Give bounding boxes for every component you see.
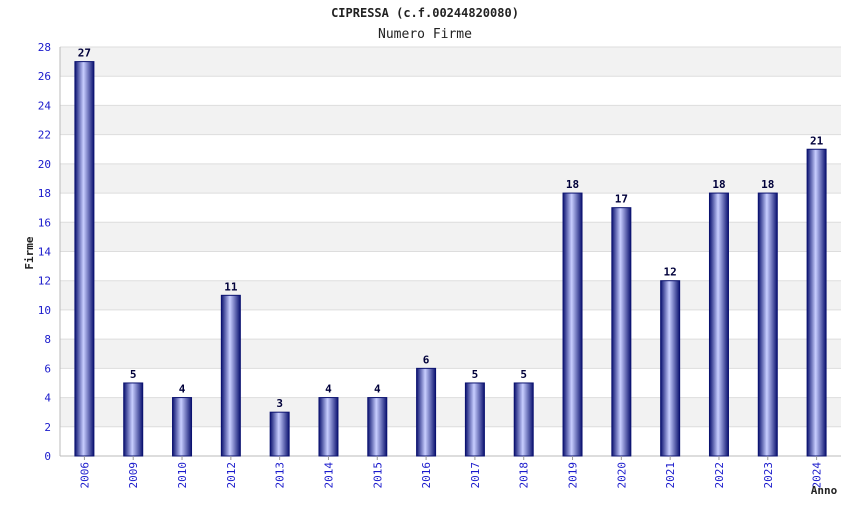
- x-axis-label: Anno: [811, 484, 838, 497]
- data-label-2019: 18: [566, 178, 579, 191]
- data-label-2006: 27: [78, 47, 91, 60]
- chart-subtitle: Numero Firme: [378, 27, 472, 42]
- data-label-2016: 6: [423, 353, 430, 366]
- data-label-2015: 4: [374, 383, 381, 396]
- bar-2010: [172, 397, 193, 457]
- x-tick-label-2024: 2024: [811, 462, 824, 489]
- y-tick-label: 20: [38, 158, 51, 171]
- y-tick-label: 6: [44, 362, 51, 375]
- y-tick-label: 24: [38, 99, 52, 112]
- grid-band: [60, 105, 841, 135]
- x-tick-label-2014: 2014: [322, 462, 335, 489]
- x-tick-label-2013: 2013: [274, 462, 287, 489]
- bar-2014: [318, 397, 339, 457]
- data-label-2018: 5: [520, 368, 527, 381]
- data-label-2014: 4: [325, 383, 332, 396]
- y-tick-label: 12: [38, 275, 51, 288]
- bar-2015: [367, 397, 388, 457]
- y-tick-label: 26: [38, 70, 51, 83]
- bar-2016: [416, 367, 437, 457]
- x-tick-label-2020: 2020: [615, 462, 628, 489]
- x-tick-label-2016: 2016: [420, 462, 433, 489]
- x-tick-label-2019: 2019: [567, 462, 580, 489]
- data-label-2022: 18: [712, 178, 725, 191]
- bar-2023: [757, 192, 778, 457]
- bar-2024: [806, 148, 827, 457]
- y-tick-label: 0: [44, 450, 51, 463]
- y-tick-label: 8: [44, 333, 51, 346]
- y-tick-label: 16: [38, 216, 51, 229]
- bar-2020: [611, 207, 632, 457]
- y-tick-label: 4: [44, 392, 51, 405]
- x-tick-label-2023: 2023: [762, 462, 775, 489]
- data-label-2013: 3: [276, 397, 283, 410]
- data-label-2020: 17: [615, 193, 628, 206]
- y-tick-label: 22: [38, 129, 51, 142]
- bar-2022: [708, 192, 729, 457]
- bar-2021: [660, 280, 681, 457]
- bar-2006: [74, 61, 95, 457]
- y-tick-label: 10: [38, 304, 51, 317]
- x-tick-label-2006: 2006: [78, 462, 91, 489]
- data-label-2021: 12: [664, 266, 677, 279]
- y-tick-label: 14: [38, 246, 52, 259]
- y-tick-label: 18: [38, 187, 51, 200]
- data-label-2010: 4: [179, 383, 186, 396]
- grid-band: [60, 47, 841, 77]
- x-tick-label-2022: 2022: [713, 462, 726, 489]
- bar-2018: [513, 382, 534, 457]
- data-label-2023: 18: [761, 178, 774, 191]
- chart-title: CIPRESSA (c.f.00244820080): [331, 6, 519, 20]
- data-label-2012: 11: [224, 280, 238, 293]
- data-label-2009: 5: [130, 368, 137, 381]
- bar-2012: [220, 294, 241, 457]
- x-tick-label-2018: 2018: [518, 462, 531, 489]
- bar-2017: [464, 382, 485, 457]
- bar-2009: [123, 382, 144, 457]
- data-label-2017: 5: [472, 368, 479, 381]
- bar-2019: [562, 192, 583, 457]
- x-tick-label-2010: 2010: [176, 462, 189, 489]
- data-label-2024: 21: [810, 134, 824, 147]
- y-tick-label: 2: [44, 421, 51, 434]
- y-tick-label: 28: [38, 41, 51, 54]
- y-axis-label: Firme: [23, 236, 36, 269]
- x-tick-label-2021: 2021: [664, 462, 677, 489]
- x-tick-label-2017: 2017: [469, 462, 482, 489]
- grid-band: [60, 163, 841, 194]
- bar-2013: [269, 411, 290, 457]
- x-tick-label-2015: 2015: [371, 462, 384, 489]
- x-tick-label-2012: 2012: [225, 462, 238, 489]
- x-tick-label-2009: 2009: [127, 462, 140, 489]
